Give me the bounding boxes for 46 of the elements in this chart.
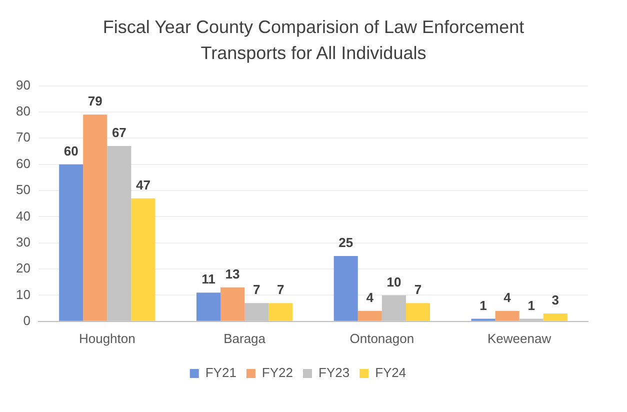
bar bbox=[220, 287, 245, 321]
data-label: 60 bbox=[64, 143, 78, 158]
data-label: 25 bbox=[338, 235, 354, 250]
legend-label: FY24 bbox=[375, 365, 406, 380]
data-label: 13 bbox=[225, 266, 240, 282]
data-label: 7 bbox=[252, 282, 260, 298]
x-tick-label: Baraga bbox=[224, 330, 266, 346]
y-tick-label: 90 bbox=[16, 77, 30, 92]
data-label: 7 bbox=[276, 282, 284, 298]
y-tick-label: 0 bbox=[23, 312, 30, 328]
data-label: 47 bbox=[136, 177, 150, 192]
bar bbox=[196, 292, 220, 321]
y-tick-label: 60 bbox=[16, 156, 30, 171]
legend-label: FY23 bbox=[318, 365, 350, 380]
bar bbox=[268, 303, 293, 321]
data-label: 1 bbox=[528, 298, 535, 313]
y-tick-label: 50 bbox=[16, 182, 30, 198]
x-tick-label: Ontonagon bbox=[350, 330, 414, 346]
y-tick-label: 10 bbox=[16, 286, 30, 302]
data-label: 79 bbox=[88, 94, 102, 109]
bar bbox=[83, 114, 108, 321]
data-label: 7 bbox=[414, 282, 422, 298]
bar bbox=[358, 310, 382, 321]
bar bbox=[131, 198, 156, 321]
data-label: 4 bbox=[504, 290, 512, 306]
y-tick-label: 30 bbox=[16, 234, 30, 250]
data-label: 1 bbox=[480, 298, 487, 313]
data-label: 4 bbox=[366, 290, 374, 306]
data-label: 10 bbox=[386, 274, 402, 290]
data-label: 11 bbox=[202, 272, 216, 287]
data-label: 67 bbox=[112, 125, 126, 140]
y-tick-label: 80 bbox=[16, 104, 30, 119]
data-label: 3 bbox=[552, 292, 559, 308]
legend-label: FY22 bbox=[262, 365, 294, 380]
bar bbox=[543, 314, 568, 321]
bar bbox=[59, 164, 84, 321]
bar bbox=[334, 256, 358, 321]
legend-label: FY21 bbox=[205, 365, 236, 380]
y-tick-label: 40 bbox=[16, 208, 30, 224]
y-tick-label: 20 bbox=[16, 260, 30, 276]
bar bbox=[495, 310, 520, 321]
x-tick-label: Houghton bbox=[78, 330, 136, 346]
chart-title: Fiscal Year County Comparision of Law Enforcement Transports for All Individuals bbox=[102, 16, 526, 65]
y-tick-label: 70 bbox=[16, 130, 30, 145]
bar bbox=[406, 303, 430, 321]
x-tick-label: Keweenaw bbox=[488, 330, 552, 346]
